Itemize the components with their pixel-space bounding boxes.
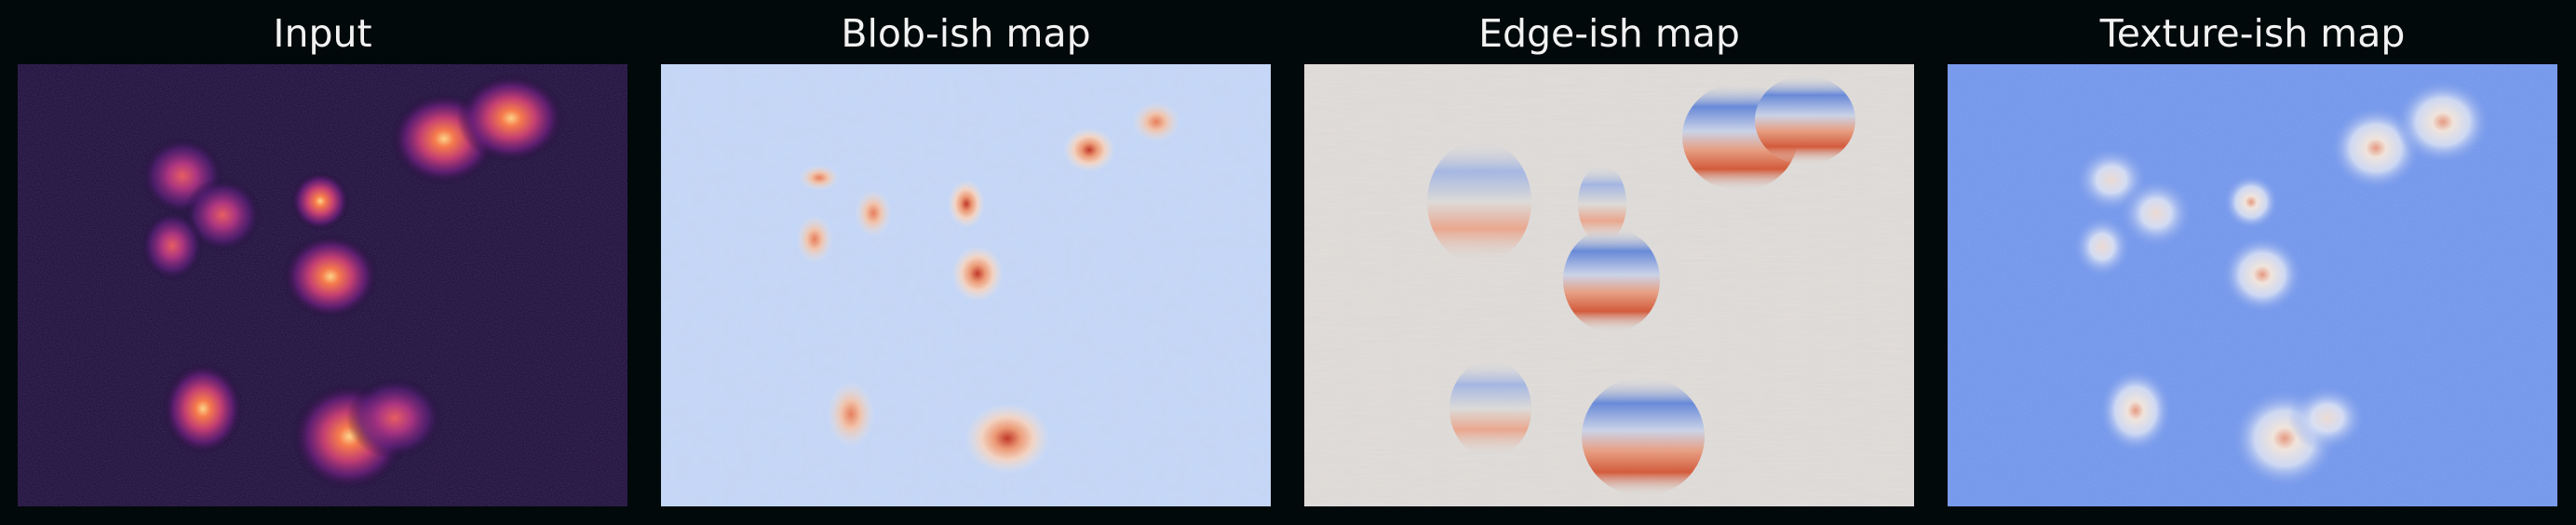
texture-map-blob: [2221, 236, 2303, 314]
texture-map-blob: [2072, 215, 2132, 278]
edge-map-svg: [1304, 64, 1914, 506]
panel-title-blob-map: Blob-ish map: [841, 11, 1091, 56]
input-blob: [457, 74, 565, 163]
edge-map-edges: [1427, 75, 1855, 496]
texture-map-svg: [1948, 64, 2557, 506]
texture-map-blob: [2394, 79, 2491, 165]
input-blob: [141, 210, 204, 281]
panel-title-input: Input: [273, 11, 372, 56]
blob-map-blobs: [796, 101, 1180, 474]
blob-map-image: [661, 64, 1271, 506]
texture-map-blob: [2119, 178, 2193, 249]
blob-map-blob: [827, 381, 875, 448]
texture-map-blob: [2288, 384, 2367, 451]
texture-map-blob: [2223, 174, 2279, 230]
blob-map-blob: [1132, 101, 1180, 142]
input-blob: [290, 171, 350, 231]
edge-map-edge: [1582, 377, 1705, 496]
blob-map-blob: [855, 189, 892, 237]
blob-map-blob: [964, 403, 1050, 474]
input-blobs: [141, 74, 565, 491]
edge-map-edge: [1450, 360, 1531, 457]
edge-map-image: [1304, 64, 1914, 506]
blob-map-blob: [799, 165, 840, 191]
edge-map-edge: [1755, 75, 1855, 165]
blob-map-blob: [948, 180, 985, 228]
texture-map-image: [1948, 64, 2557, 506]
blob-map-blob: [951, 246, 1004, 302]
panel-title-edge-map: Edge-ish map: [1478, 11, 1740, 56]
texture-map-blobs: [2072, 79, 2491, 489]
input-blob: [162, 362, 244, 455]
edge-map-edge: [1563, 228, 1660, 332]
input-blob: [183, 178, 262, 252]
input-blob: [282, 234, 379, 319]
edge-map-edge: [1427, 141, 1531, 263]
texture-map-blob: [2098, 368, 2173, 453]
input-image-svg: [18, 64, 627, 506]
blob-map-svg: [661, 64, 1271, 506]
panel-title-texture-map: Texture-ish map: [2099, 11, 2406, 56]
edge-map-edge: [1578, 165, 1626, 243]
blob-map-blob: [1063, 128, 1115, 172]
blob-map-blob: [796, 215, 833, 263]
input-image: [18, 64, 627, 506]
input-blob: [346, 377, 443, 459]
